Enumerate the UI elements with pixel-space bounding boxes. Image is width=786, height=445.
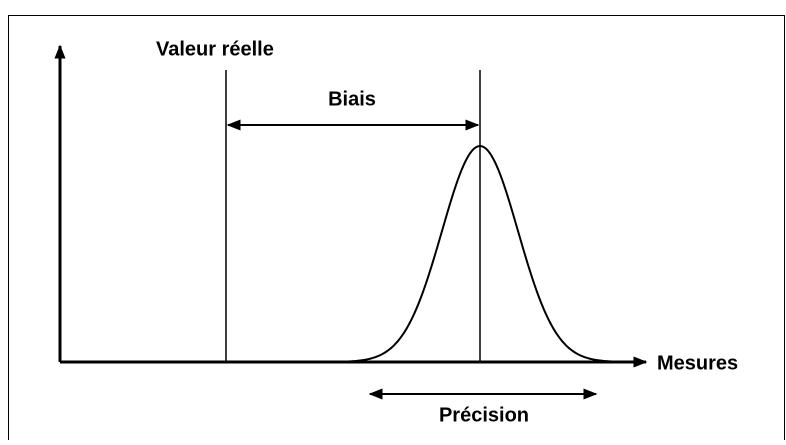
measures-label: Mesures (657, 352, 738, 374)
gaussian-curve (339, 144, 625, 363)
precision-label: Précision (439, 404, 529, 426)
frame (8, 15, 785, 445)
bias-label: Biais (328, 88, 376, 110)
true-value-label: Valeur réelle (156, 38, 274, 60)
